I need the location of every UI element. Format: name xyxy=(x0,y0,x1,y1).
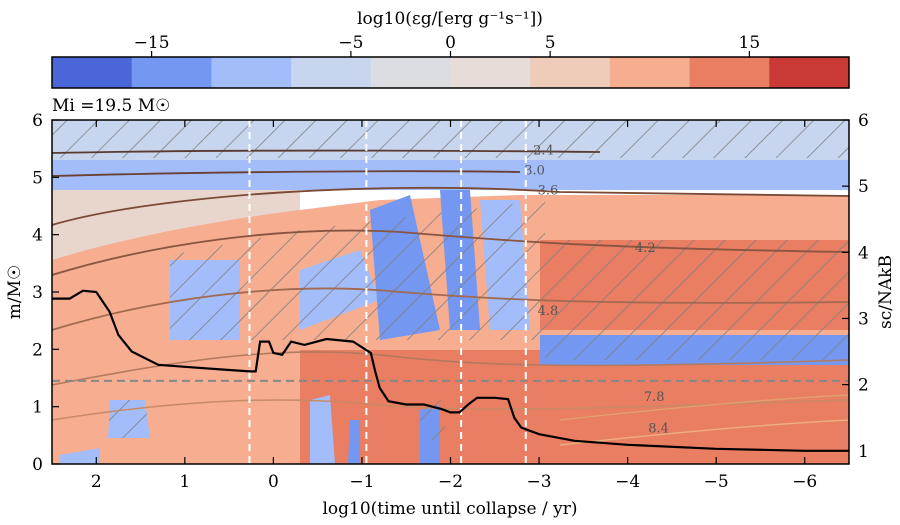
y-axis-label-left: m/M☉ xyxy=(5,265,25,320)
contour-4.2 xyxy=(52,229,849,276)
y-tick-label-left: 3 xyxy=(32,283,43,303)
contour-labels: 2.4 3.0 3.6 4.2 4.8 7.8 8.4 xyxy=(524,143,669,436)
colorbar-segment xyxy=(689,57,770,88)
colorbar-tick-label: 5 xyxy=(545,33,556,53)
y-tick-label-right: 5 xyxy=(858,177,869,197)
y-ticks-right: 1 2 3 4 5 6 xyxy=(842,111,869,462)
contour-label: 8.4 xyxy=(648,421,669,436)
colorbar-frame xyxy=(51,56,850,89)
central-entropy-curve xyxy=(52,289,849,452)
y-tick-label-right: 3 xyxy=(858,309,869,329)
colorbar-segment xyxy=(52,57,133,88)
contour-label: 3.0 xyxy=(524,163,545,178)
y-tick-label-left: 6 xyxy=(32,111,43,131)
colorbar-tick-label: 15 xyxy=(739,33,761,53)
y-tick-label-right: 4 xyxy=(858,243,869,263)
contour-3.6 xyxy=(52,186,849,226)
x-tick-label: 2 xyxy=(91,472,102,492)
colorbar-ticks: −15 −5 0 5 15 xyxy=(134,33,761,57)
y-tick-label-left: 4 xyxy=(32,226,43,246)
y-tick-label-left: 2 xyxy=(32,340,43,360)
colorbar-tick-label: −5 xyxy=(338,33,363,53)
colorbar-segment xyxy=(131,57,212,88)
region-lower-blue-2 xyxy=(60,448,100,464)
colorbar-segment xyxy=(450,57,531,88)
x-tick-label: −6 xyxy=(792,472,817,492)
colorbar-segment xyxy=(370,57,451,88)
y-tick-label-left: 5 xyxy=(32,168,43,188)
region-lower-blue-3 xyxy=(310,395,335,464)
vertical-markers xyxy=(248,120,527,464)
colorbar-segment xyxy=(769,57,850,88)
contour-5.4 xyxy=(52,351,849,386)
x-tick-label: −3 xyxy=(527,472,552,492)
y-tick-label-right: 2 xyxy=(858,376,869,396)
colorbar-tick-label: 0 xyxy=(445,33,456,53)
contour-label: 4.8 xyxy=(538,304,559,319)
contour-label: 4.2 xyxy=(635,241,656,256)
colorbar-segment xyxy=(609,57,691,88)
hatch-small-2 xyxy=(420,400,445,440)
colorbar xyxy=(51,56,850,89)
region-core-red xyxy=(300,350,849,464)
y-tick-label-left: 0 xyxy=(32,455,43,475)
hatch-shell-1 xyxy=(170,230,300,340)
y-axis-label-right: sc/NAkB xyxy=(876,255,896,329)
contour-6.0 xyxy=(52,399,849,421)
y-ticks-left: 0 1 2 3 4 5 6 xyxy=(32,111,59,475)
region-lower-blue-4 xyxy=(348,420,360,464)
x-tick-label: −4 xyxy=(615,472,640,492)
contour-label: 7.8 xyxy=(644,390,665,405)
contour-2.4 xyxy=(52,149,601,154)
colorbar-label: log10(εg/[erg g⁻¹s⁻¹]) xyxy=(357,9,543,29)
region-envelope-blue xyxy=(52,160,849,190)
y-tick-label-right: 1 xyxy=(858,442,869,462)
x-tick-label: −2 xyxy=(438,472,463,492)
contour-3.0 xyxy=(52,170,521,177)
hatch-shell-2 xyxy=(300,200,545,340)
colorbar-tick-label: −15 xyxy=(134,33,170,53)
contour-label: 2.4 xyxy=(533,143,554,158)
y-tick-label-left: 1 xyxy=(32,398,43,418)
contour-label: 3.6 xyxy=(538,184,559,199)
colorbar-segment xyxy=(211,57,292,88)
contour-7.8 xyxy=(559,394,849,421)
x-ticks: 2 1 0 −1 −2 −3 −4 −5 −6 xyxy=(91,120,817,492)
heatmap-area: 2.4 3.0 3.6 4.2 4.8 7.8 8.4 xyxy=(52,120,849,464)
x-tick-label: −1 xyxy=(349,472,374,492)
x-tick-label: 1 xyxy=(179,472,190,492)
colorbar-segment xyxy=(530,57,611,88)
hatch-small-1 xyxy=(108,400,150,438)
x-axis-label: log10(time until collapse / yr) xyxy=(322,499,577,519)
mass-annotation: Mi =19.5 M☉ xyxy=(52,96,170,116)
x-tick-label: 0 xyxy=(268,472,279,492)
hatch-late xyxy=(545,240,849,360)
contour-8.4 xyxy=(559,419,849,446)
contour-4.8 xyxy=(52,287,849,331)
y-tick-label-right: 6 xyxy=(858,111,869,131)
x-tick-label: −5 xyxy=(704,472,729,492)
colorbar-segment xyxy=(291,57,372,88)
